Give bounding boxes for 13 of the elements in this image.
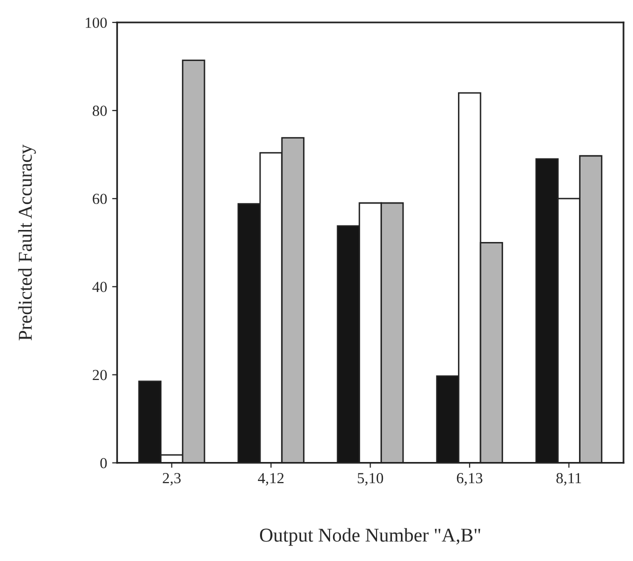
x-tick-label: 5,10: [358, 472, 384, 486]
y-tick-label: 60: [92, 194, 107, 204]
x-tick-label: 6,13: [456, 473, 482, 486]
y-tick-label: 100: [86, 18, 107, 28]
x-tick-label: 2,3: [162, 473, 181, 486]
y-tick-label: 80: [92, 106, 107, 116]
y-tick-label: 40: [92, 282, 107, 292]
x-axis-title: Output Node Number "A,B": [260, 528, 480, 546]
x-tick-label: 8,11: [556, 472, 582, 486]
y-tick-label: 0: [100, 458, 107, 468]
x-tick-label: 4,12: [258, 473, 284, 486]
y-tick-label: 20: [92, 370, 107, 380]
y-axis-title: Predicted Fault Accuracy: [18, 144, 36, 340]
